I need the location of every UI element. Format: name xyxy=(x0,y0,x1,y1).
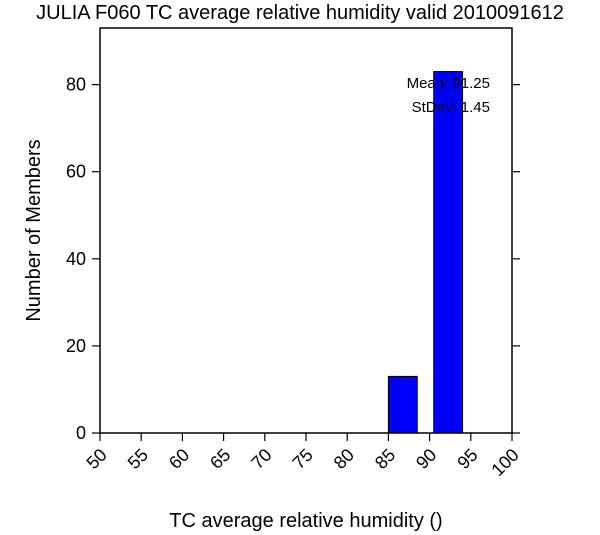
x-tick-label: 75 xyxy=(289,445,317,473)
y-tick-label: 40 xyxy=(66,249,86,269)
mean-annotation: Mean: 91.25 xyxy=(407,75,490,92)
y-tick-label: 80 xyxy=(66,75,86,95)
x-tick-label: 90 xyxy=(412,445,440,473)
histogram-bar-2 xyxy=(433,71,464,434)
y-tick-label: 20 xyxy=(66,336,86,356)
x-tick-label: 80 xyxy=(330,445,358,473)
y-axis: 0 20 40 60 80 xyxy=(66,75,520,443)
x-tick-label: 50 xyxy=(83,445,111,473)
x-axis-label: TC average relative humidity () xyxy=(169,510,442,532)
x-tick-label: 60 xyxy=(165,445,193,473)
y-axis-label: Number of Members xyxy=(23,139,45,321)
x-tick-label: 55 xyxy=(124,445,152,473)
histogram-bar-1 xyxy=(387,375,418,434)
x-tick-label: 85 xyxy=(371,445,399,473)
x-tick-label: 70 xyxy=(247,445,275,473)
chart-title: JULIA F060 TC average relative humidity … xyxy=(36,2,564,24)
x-tick-label: 100 xyxy=(487,445,522,480)
bars-group xyxy=(387,71,464,434)
x-axis: 50 55 60 65 70 75 80 85 90 95 100 xyxy=(83,433,523,480)
y-tick-label: 60 xyxy=(66,162,86,182)
y-tick-label: 0 xyxy=(76,423,86,443)
x-tick-label: 95 xyxy=(453,445,481,473)
x-tick-label: 65 xyxy=(206,445,234,473)
stdev-annotation: StDev: 1.45 xyxy=(412,99,490,116)
